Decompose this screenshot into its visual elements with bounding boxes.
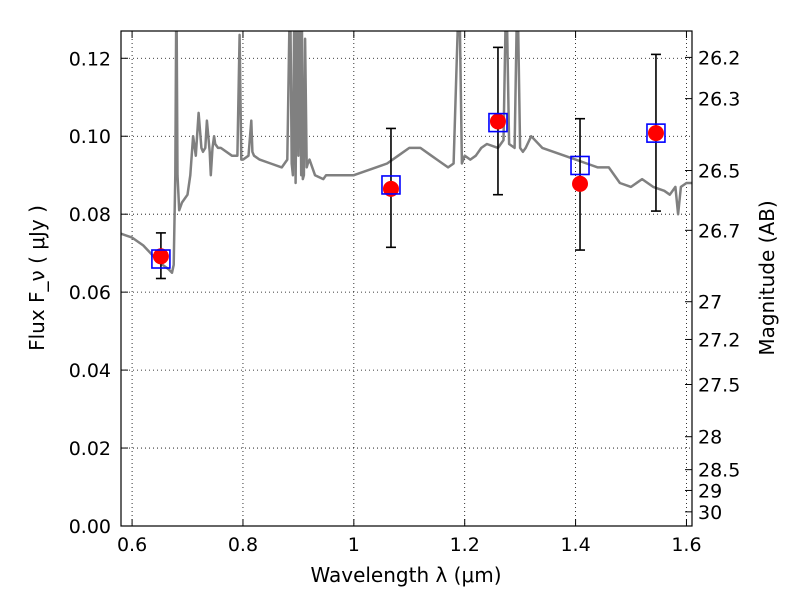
right-tick-label: 26.2 xyxy=(698,47,740,69)
observed-point xyxy=(647,125,664,142)
x-tick-label: 1 xyxy=(348,534,360,556)
x-axis-label: Wavelength λ (μm) xyxy=(310,563,501,587)
y-tick-label: 0.10 xyxy=(69,126,111,148)
observed-point xyxy=(572,175,589,192)
x-tick-label: 1.6 xyxy=(671,534,701,556)
model-spectrum-line xyxy=(121,31,692,274)
right-tick-label: 27.5 xyxy=(698,374,740,396)
y-tick-label: 0.02 xyxy=(69,438,111,460)
grid-lines xyxy=(121,31,692,527)
y-tick-label: 0.00 xyxy=(69,516,111,538)
x-tick-label: 0.8 xyxy=(228,534,258,556)
right-axis-label: Magnitude (AB) xyxy=(755,200,779,355)
observed-point xyxy=(152,248,169,265)
x-tick-label: 1.2 xyxy=(450,534,480,556)
model-point xyxy=(151,249,171,269)
observed-point xyxy=(382,180,399,197)
right-tick-label: 26.7 xyxy=(698,220,740,242)
right-tick-label: 28.5 xyxy=(698,460,740,482)
right-tick-label: 27.2 xyxy=(698,329,740,351)
right-tick-label: 28 xyxy=(698,427,722,449)
y-tick-label: 0.12 xyxy=(69,48,111,70)
right-tick-label: 26.5 xyxy=(698,161,740,183)
right-tick-label: 29 xyxy=(698,480,722,502)
y-axis-label: Flux F_ν ( μJy ) xyxy=(25,205,49,351)
right-tick-label: 27 xyxy=(698,292,722,314)
axis-ticks: 0.6 0.8 1 1.2 1.4 1.6 0.00 0.02 0.04 0.06 0.08 0.10… xyxy=(69,31,740,556)
model-point xyxy=(381,175,401,195)
right-tick-label: 30 xyxy=(698,502,722,524)
observed-point xyxy=(489,113,506,130)
model-point xyxy=(646,123,666,143)
x-tick-label: 0.6 xyxy=(117,534,147,556)
plot-frame xyxy=(120,30,693,527)
model-point xyxy=(570,155,590,176)
y-tick-label: 0.04 xyxy=(69,360,111,382)
y-tick-label: 0.08 xyxy=(69,204,111,226)
plot-area xyxy=(121,31,692,280)
model-point xyxy=(488,112,508,133)
y-tick-label: 0.06 xyxy=(69,282,111,304)
plot-background xyxy=(121,31,692,526)
right-tick-label: 26.3 xyxy=(698,89,740,111)
x-tick-label: 1.4 xyxy=(560,534,590,556)
